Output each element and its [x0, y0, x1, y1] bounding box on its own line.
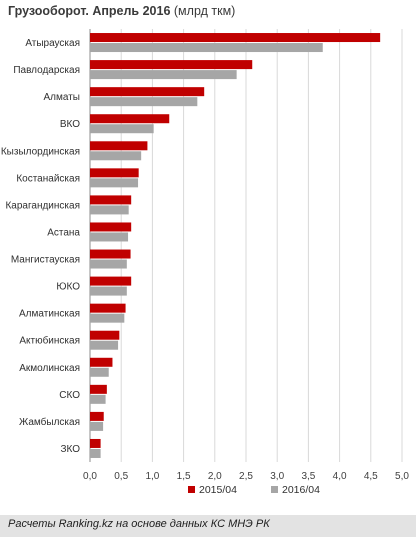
category-label: ЮКО [56, 282, 80, 293]
category-label: Павлодарская [13, 65, 80, 76]
x-tick-label: 4,0 [333, 471, 347, 482]
source-note: Расчеты Ranking.kz на основе данных КС М… [8, 518, 270, 530]
bar-2016 [90, 421, 104, 431]
legend-swatch-2016 [271, 486, 278, 493]
category-label: Кызылординская [1, 146, 80, 157]
bar-2016 [90, 205, 129, 215]
bar-2016 [90, 367, 109, 377]
legend-swatch-2015 [188, 486, 195, 493]
legend-label-2016: 2016/04 [282, 484, 320, 496]
x-tick-label: 2,5 [239, 471, 253, 482]
chart-title-main: Грузооборот. Апрель 2016 [8, 4, 171, 18]
category-label: Актюбинская [19, 335, 80, 347]
category-label: Мангистауская [11, 255, 80, 266]
bar-2016 [90, 70, 237, 80]
bar-2015 [90, 114, 170, 124]
x-tick-label: 3,0 [270, 471, 284, 482]
bar-2015 [90, 222, 132, 232]
bar-2015 [90, 87, 205, 97]
category-label: Акмолинская [19, 363, 80, 374]
category-label: ВКО [60, 119, 80, 130]
bar-2016 [90, 43, 323, 53]
x-tick-label: 4,5 [364, 471, 378, 482]
bar-chart: 0,0 0,5 1,0 1,5 2,0 2,5 3,0 3,5 4,0 4,5 5,0 Атыраус… [1, 29, 409, 496]
bar-2015 [90, 438, 101, 448]
bar-2015 [90, 330, 120, 340]
bar-2015 [90, 195, 132, 205]
x-tick-label: 1,0 [145, 471, 159, 482]
category-label: Карагандинская [5, 200, 80, 211]
bar-2016 [90, 124, 154, 134]
source-footer: Расчеты Ranking.kz на основе данных КС М… [0, 515, 416, 537]
bar-2016 [90, 313, 125, 323]
x-tick-label: 2,0 [208, 471, 222, 482]
legend-label-2015: 2015/04 [199, 484, 237, 496]
chart-title-unit: (млрд ткм) [173, 4, 236, 18]
category-label: ЗКО [60, 444, 80, 455]
x-tick-label: 0,5 [114, 471, 128, 482]
chart-title: Грузооборот. Апрель 2016 (млрд ткм) [8, 4, 235, 18]
bar-2016 [90, 394, 106, 404]
bar-2016 [90, 448, 101, 458]
x-tick-label: 0,0 [83, 471, 97, 482]
category-label: Алматинская [19, 309, 80, 320]
bar-2015 [90, 276, 132, 286]
bar-2015 [90, 357, 113, 367]
bar-2015 [90, 60, 253, 70]
category-label: Астана [47, 227, 80, 238]
x-tick-label: 5,0 [395, 471, 409, 482]
bar-2015 [90, 411, 104, 421]
x-tick-label: 3,5 [301, 471, 315, 482]
bar-2016 [90, 151, 142, 161]
bar-2015 [90, 249, 131, 259]
category-label: Костанайская [16, 173, 80, 184]
x-tick-label: 1,5 [177, 471, 191, 482]
bar-2015 [90, 141, 148, 151]
category-label: Атырауская [25, 38, 80, 49]
bar-2016 [90, 340, 119, 350]
bar-2016 [90, 232, 129, 242]
category-label: Жамбылская [19, 416, 80, 428]
bar-2016 [90, 259, 127, 269]
bar-2015 [90, 168, 139, 178]
category-label: Алматы [44, 92, 81, 103]
bar-2016 [90, 178, 139, 188]
bar-2016 [90, 286, 127, 296]
bar-2016 [90, 97, 198, 107]
bar-2015 [90, 33, 381, 43]
category-label: СКО [59, 390, 80, 401]
bar-2015 [90, 303, 126, 313]
bar-2015 [90, 384, 107, 394]
